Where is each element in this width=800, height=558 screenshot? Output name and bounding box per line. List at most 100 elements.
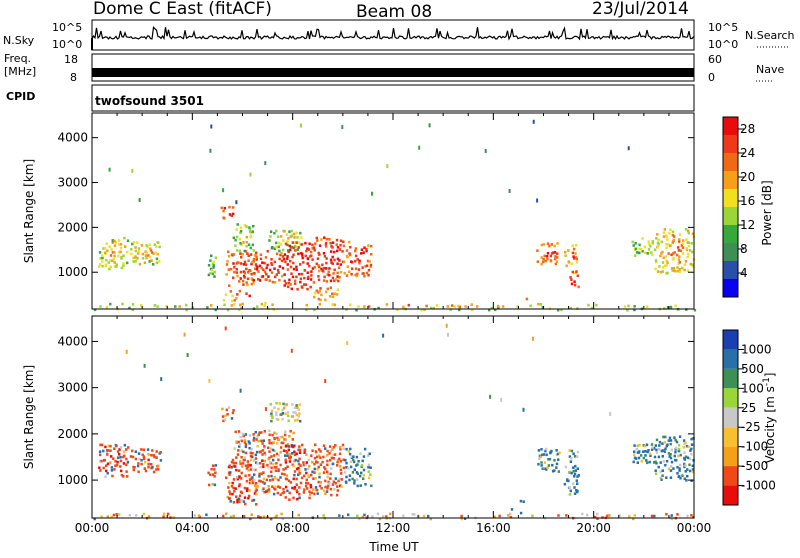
data-cell (138, 457, 141, 461)
data-cell (288, 498, 291, 501)
data-cell (106, 249, 109, 253)
data-cell (691, 263, 694, 267)
data-cell (367, 454, 370, 457)
data-cell (324, 492, 327, 495)
data-cell (326, 484, 330, 488)
data-cell (659, 476, 662, 480)
data-cell (227, 486, 230, 489)
data-cell (336, 489, 339, 492)
data-cell (125, 349, 128, 354)
data-cell (549, 254, 552, 258)
data-cell (150, 463, 153, 466)
data-cell (275, 432, 278, 436)
data-cell (346, 265, 349, 268)
colorbar-tick-label: -25 (741, 420, 761, 434)
nave-label: Nave (756, 63, 784, 76)
data-cell (326, 463, 329, 467)
data-cell (307, 275, 310, 279)
data-cell (299, 481, 303, 485)
data-cell (314, 242, 317, 245)
data-cell (362, 272, 365, 275)
data-cell (237, 469, 241, 472)
data-cell (292, 253, 295, 257)
data-cell (544, 259, 547, 263)
data-cell (254, 263, 258, 266)
data-cell (238, 308, 241, 312)
data-cell (265, 266, 268, 270)
data-cell (657, 242, 660, 246)
data-cell (557, 470, 560, 473)
data-cell (289, 259, 292, 263)
data-cell (230, 466, 233, 469)
x-tick-label: 16:00 (476, 521, 511, 535)
power-x-axis (91, 113, 695, 309)
data-cell (316, 257, 320, 260)
data-cell (104, 263, 108, 267)
data-cell (238, 289, 242, 293)
data-cell (678, 435, 682, 438)
data-cell (235, 200, 238, 205)
data-cell (677, 447, 681, 451)
data-cell (342, 466, 346, 470)
data-cell (147, 465, 150, 469)
data-cell (240, 491, 244, 495)
data-cell (327, 270, 330, 274)
data-cell (125, 457, 128, 461)
data-cell (293, 473, 296, 477)
data-cell (122, 264, 125, 267)
data-cell (333, 453, 337, 456)
data-cell (261, 275, 265, 278)
data-cell (228, 481, 231, 485)
data-cell (281, 248, 285, 252)
data-cell (357, 268, 361, 271)
data-cell (262, 487, 265, 490)
data-cell (300, 476, 304, 480)
data-cell (281, 491, 284, 495)
data-cell (543, 254, 546, 258)
data-cell (329, 472, 332, 476)
data-cell (283, 473, 286, 476)
data-cell (296, 236, 299, 239)
data-cell (293, 453, 297, 457)
data-cell (206, 306, 209, 309)
data-cell (568, 455, 572, 458)
data-cell (256, 444, 259, 448)
data-cell (251, 260, 254, 264)
data-cell (311, 267, 315, 270)
data-cell (245, 241, 248, 244)
nsky-trace (91, 26, 694, 50)
velocity-heatmap-cells (93, 323, 695, 521)
data-cell (286, 263, 289, 266)
data-cell (262, 439, 265, 442)
data-cell (222, 298, 226, 302)
data-cell (232, 236, 235, 240)
data-cell (263, 270, 267, 274)
data-cell (672, 267, 675, 270)
data-cell (640, 460, 643, 463)
data-cell (263, 446, 266, 450)
data-cell (456, 304, 460, 308)
data-cell (368, 260, 371, 263)
data-cell (376, 512, 380, 516)
data-cell (558, 451, 561, 455)
data-cell (396, 308, 399, 312)
data-cell (228, 490, 231, 493)
data-cell (669, 476, 673, 479)
data-cell (134, 249, 137, 253)
data-cell (339, 465, 342, 468)
data-cell (335, 493, 339, 497)
data-cell (690, 250, 694, 254)
data-cell (673, 454, 676, 458)
data-cell (288, 434, 291, 438)
data-cell (148, 260, 151, 263)
data-cell (98, 466, 101, 470)
data-cell (332, 457, 335, 460)
data-cell (575, 256, 578, 259)
data-cell (271, 280, 274, 284)
data-cell (225, 408, 228, 412)
data-cell (577, 285, 580, 289)
data-cell (330, 250, 333, 253)
data-cell (235, 456, 238, 459)
data-cell (318, 269, 321, 273)
